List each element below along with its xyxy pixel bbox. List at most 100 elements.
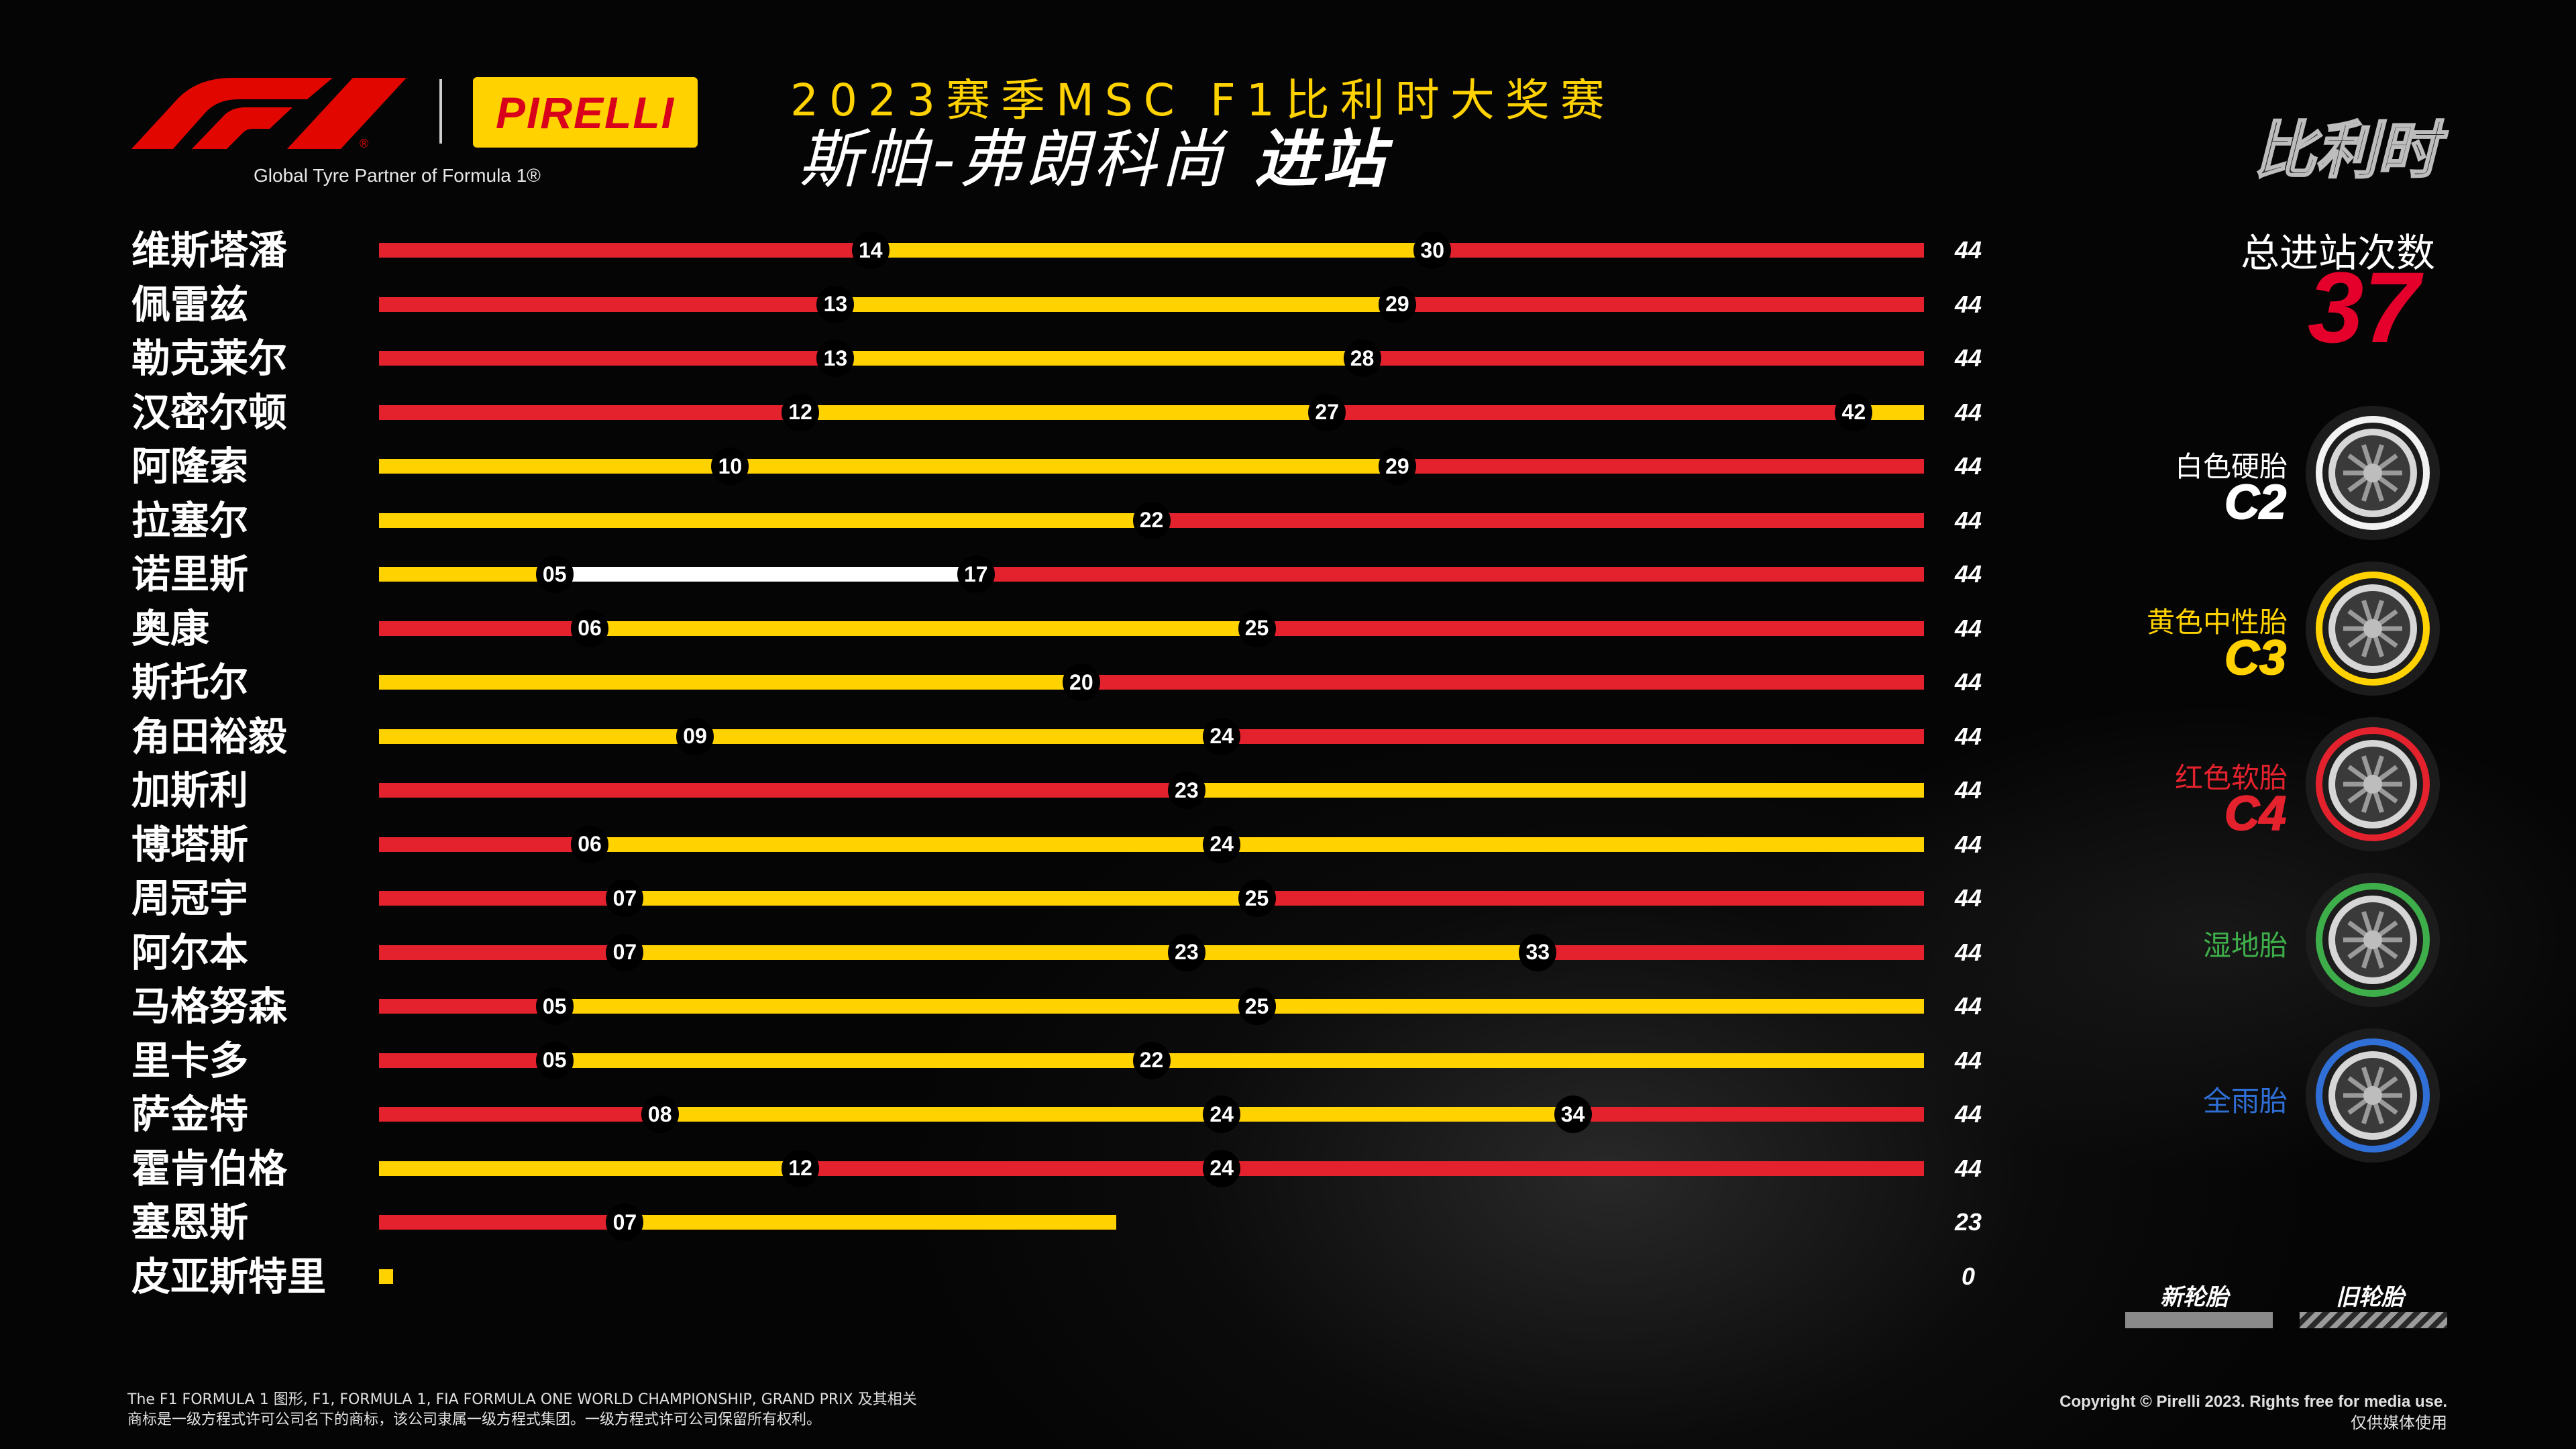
stint-bar-soft [1397,459,1924,474]
tyre-name: 红色软胎 [2174,761,2288,794]
driver-name: 里卡多 [131,1037,249,1083]
pit-lap-label: 12 [782,1149,820,1187]
tyre-compound-code: C2 [2224,475,2287,530]
stint-bar-soft [379,243,871,258]
copyright-line1: Copyright © Pirelli 2023. Rights free fo… [2059,1393,2447,1411]
tyre-name: 湿地胎 [2202,929,2288,962]
driver-name: 阿尔本 [131,929,249,975]
driver-name: 皮亚斯特里 [131,1253,327,1299]
stint-bar-medium [800,405,1328,420]
stint-bar-soft [1222,1161,1924,1176]
laps-completed: 0 [1961,1262,1976,1290]
pit-lap-label: 05 [535,555,574,593]
stint-bar-medium [379,729,696,744]
laps-completed: 44 [1954,452,1982,480]
laps-completed: 44 [1954,830,1982,858]
pit-lap-label: 07 [606,933,644,971]
stint-bar-soft [379,1107,660,1122]
laps-completed: 44 [1954,1100,1982,1128]
laps-completed: 44 [1954,776,1982,804]
pit-lap-label: 29 [1378,285,1416,323]
stint-bar-medium [659,1107,1222,1122]
pit-lap-label: 06 [571,609,609,647]
stint-bar-soft [379,1053,555,1068]
pit-lap-label: 23 [1167,933,1205,971]
pit-lap-label: 17 [957,555,995,593]
pit-lap-label: 05 [535,987,574,1025]
stint-bar-medium [835,351,1362,366]
laps-completed: 44 [1954,290,1982,318]
stint-bar-medium [1186,945,1538,960]
stint-bar-soft [1362,351,1924,366]
stint-bar-soft [379,1215,625,1230]
country-label: 比利时 [2253,114,2440,188]
pirelli-logo: PIRELLI [473,77,698,148]
driver-name: 佩雷兹 [131,281,249,327]
total-stops-value: 37 [2308,251,2420,364]
driver-name: 加斯利 [131,767,249,813]
topic-label: 进站 [1254,123,1389,197]
stint-bar-medium [625,891,1257,906]
stint-bar-soft [1397,297,1924,312]
pit-lap-label: 22 [1132,501,1171,539]
driver-name: 霍肯伯格 [131,1145,288,1191]
laps-completed: 44 [1954,398,1982,426]
stint-bar-hard [554,567,976,582]
used-tyre-legend-swatch [2300,1312,2447,1328]
wet-tyre-icon [2302,1025,2443,1166]
stint-bar-medium [379,459,731,474]
pit-lap-label: 05 [535,1041,574,1079]
pit-lap-label: 12 [782,393,820,431]
pit-lap-label: 07 [606,879,644,917]
stint-bar-medium [730,459,1397,474]
laps-completed: 44 [1954,668,1982,696]
legal-notice-line2: 商标是一级方程式许可公司名下的商标，该公司隶属一级方程式集团。一级方程式许可公司… [127,1411,822,1428]
stint-bar-soft [800,1161,1222,1176]
stint-bar-soft [379,945,625,960]
laps-completed: 44 [1954,722,1982,750]
stint-bar-medium [379,567,555,582]
stint-bar-medium [379,513,1152,528]
stint-bar-soft [1222,729,1924,744]
laps-completed: 44 [1954,992,1982,1020]
pit-lap-label: 34 [1554,1095,1592,1133]
tyre-name: 白色硬胎 [2174,450,2288,483]
stint-bar-medium [1151,1053,1924,1068]
driver-name: 塞恩斯 [131,1199,249,1245]
laps-completed: 44 [1954,560,1982,588]
tyre-name: 黄色中性胎 [2146,606,2288,639]
pit-lap-label: 08 [641,1095,679,1133]
laps-completed: 44 [1954,1046,1982,1074]
pit-lap-label: 24 [1203,1149,1241,1187]
driver-name: 角田裕毅 [131,713,288,759]
stint-bar-medium [554,999,1257,1014]
driver-name: 汉密尔顿 [131,389,288,435]
intermediate-tyre-icon [2302,869,2443,1010]
pit-lap-label: 25 [1238,879,1276,917]
event-title: 2023赛季MSC F1比利时大奖赛 [790,74,1615,126]
driver-name: 勒克莱尔 [131,335,288,381]
driver-name: 博塔斯 [131,821,249,867]
laps-completed: 44 [1954,884,1982,912]
stint-bar-soft [379,621,590,636]
partner-text: Global Tyre Partner of Formula 1® [254,165,541,186]
stint-bar-soft [1572,1107,1924,1122]
pit-lap-label: 09 [676,717,714,755]
pit-lap-label: 10 [711,447,749,485]
pit-lap-label: 28 [1343,339,1381,377]
stint-bar-soft [1327,405,1854,420]
driver-name: 拉塞尔 [131,497,249,543]
f1-logo: ® [131,75,407,150]
tyre-compound-code: C4 [2224,786,2287,841]
svg-text:®: ® [360,137,368,149]
copyright-line2: 仅供媒体使用 [2351,1414,2447,1432]
stint-bar-soft [1151,513,1924,528]
pit-lap-label: 27 [1308,393,1346,431]
laps-completed: 44 [1954,236,1982,264]
stint-bar-medium [835,297,1397,312]
laps-completed: 44 [1954,344,1982,372]
stint-bar-medium [379,1269,393,1284]
stint-bar-medium [870,243,1433,258]
